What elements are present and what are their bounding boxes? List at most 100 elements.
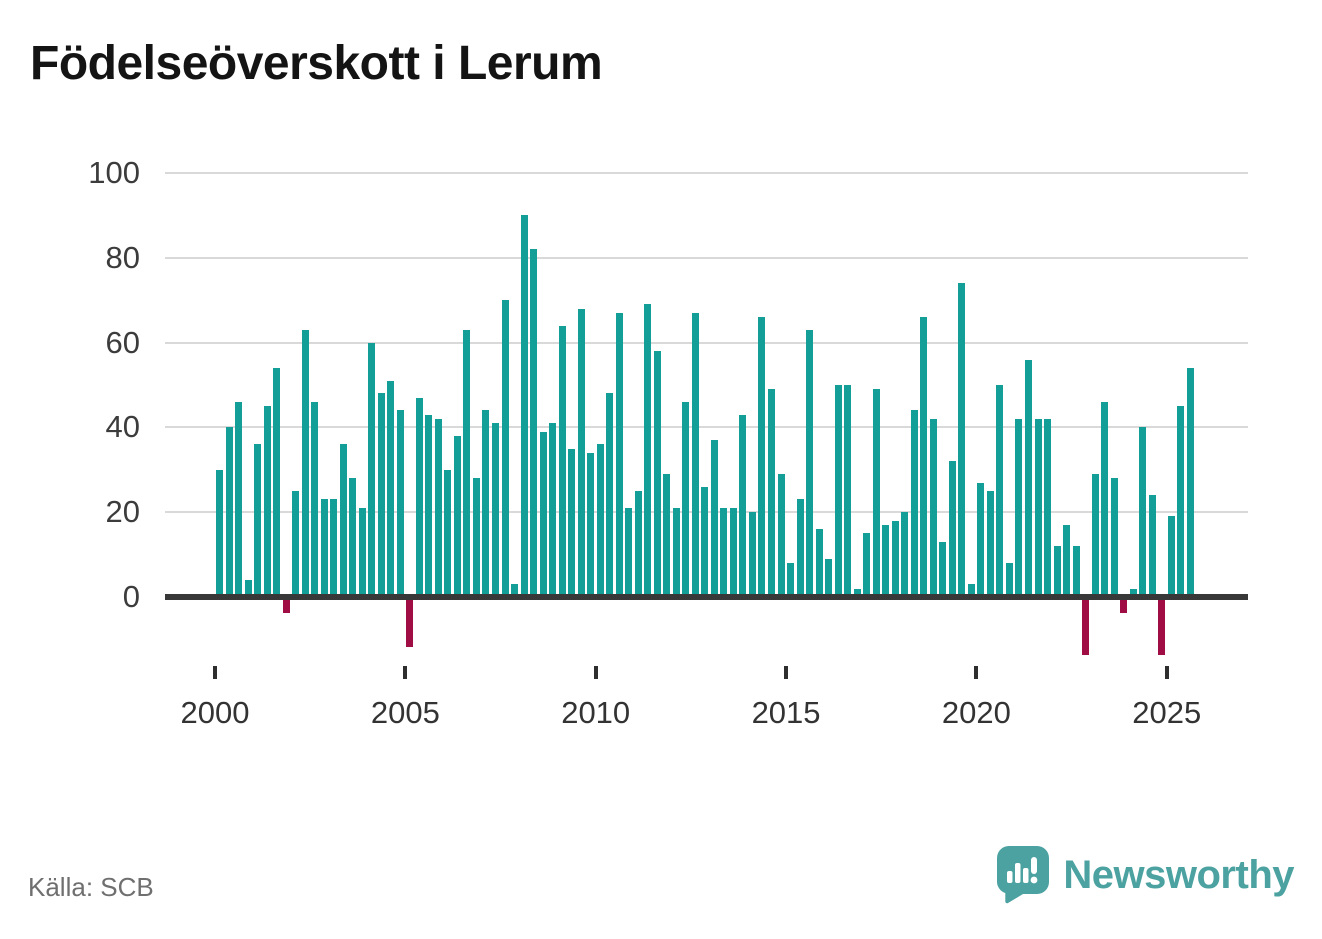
bar-2015-q3 [806,329,814,597]
bar-2004-q2 [377,393,385,597]
bar-2022-q4 [1082,600,1090,656]
bar-2025-q2 [1177,406,1185,597]
bar-2015-q2 [796,499,804,597]
bar-2019-q4 [967,584,975,597]
bar-2004-q1 [368,342,376,597]
bar-2000-q2 [225,427,233,597]
bar-2008-q2 [530,249,538,597]
bar-2007-q3 [501,300,509,597]
bar-2013-q4 [739,414,747,597]
chart-title: Födelseöverskott i Lerum [30,37,603,90]
bar-2020-q4 [1005,563,1013,597]
bar-2011-q3 [653,351,661,597]
bar-2004-q3 [387,380,395,597]
x-tick-2000 [213,666,217,679]
bar-2001-q2 [263,406,271,597]
bar-2018-q4 [929,418,937,597]
bar-2012-q4 [701,486,709,597]
bar-2019-q1 [939,541,947,597]
bar-2003-q4 [358,507,366,597]
bar-2016-q1 [825,558,833,597]
bar-2020-q3 [996,385,1004,597]
x-axis-label-2000: 2000 [180,695,250,730]
bar-2000-q3 [235,401,243,597]
bar-2023-q4 [1120,600,1128,613]
bar-2004-q4 [396,410,404,597]
bar-2014-q4 [777,474,785,597]
newsworthy-wordmark: Newsworthy [1063,852,1294,897]
bar-2023-q3 [1110,478,1118,597]
gridline-60 [165,341,1248,344]
bar-2023-q2 [1101,401,1109,597]
x-tick-2025 [1164,666,1169,679]
bar-2016-q3 [844,385,852,597]
gridline-100 [165,172,1248,174]
bar-2018-q1 [901,512,909,597]
bar-2012-q2 [682,401,690,597]
bar-2024-q3 [1148,495,1156,597]
y-axis-label-80: 80 [105,239,140,275]
bar-2019-q2 [948,461,956,597]
bar-2017-q4 [891,520,899,597]
bar-2002-q2 [301,329,309,597]
bar-2002-q1 [292,491,300,597]
bar-2003-q3 [349,478,357,597]
bar-2014-q2 [758,317,766,597]
bar-2011-q4 [663,474,671,597]
newsworthy-icon [997,846,1050,904]
y-axis-label-0: 0 [122,579,140,614]
bar-2008-q3 [539,431,547,597]
x-axis-label-2025: 2025 [1132,695,1202,730]
x-tick-2010 [593,666,598,679]
gridline-80 [165,256,1248,259]
newsworthy-logo: Newsworthy [997,846,1294,904]
x-tick-2005 [403,666,408,679]
bar-2002-q4 [320,499,328,597]
y-axis-label-60: 60 [105,324,140,360]
bar-2012-q1 [672,507,680,597]
bar-2017-q3 [882,524,890,597]
bar-2010-q4 [625,507,633,597]
bar-2002-q3 [311,401,319,597]
bar-2010-q1 [596,444,604,597]
x-tick-2015 [784,666,789,679]
gridline-40 [165,426,1248,429]
bar-2019-q3 [958,283,966,597]
bar-2008-q4 [549,423,557,597]
bar-2012-q3 [691,312,699,597]
bar-2021-q1 [1015,418,1023,597]
x-axis-label-2010: 2010 [561,695,631,730]
bar-2005-q3 [425,414,433,597]
bar-2013-q1 [710,440,718,597]
bar-2005-q2 [415,397,423,597]
bar-2006-q3 [463,329,471,597]
bar-2005-q4 [434,418,442,597]
bar-2011-q2 [644,304,652,597]
bar-2013-q3 [729,507,737,597]
bar-2007-q4 [511,584,519,597]
bar-2024-q1 [1129,588,1137,597]
bar-2000-q4 [244,580,252,597]
bar-2018-q2 [910,410,918,597]
x-axis-label-2005: 2005 [370,695,440,730]
bar-2015-q4 [815,529,823,597]
bar-2016-q4 [853,588,861,597]
bar-2006-q2 [453,435,461,597]
bar-2021-q2 [1024,359,1032,597]
bar-2018-q3 [920,317,928,597]
bar-2010-q2 [606,393,614,597]
bar-2016-q2 [834,385,842,597]
bar-2014-q3 [768,389,775,597]
bar-2009-q3 [577,308,585,597]
bar-2014-q1 [748,512,756,597]
bar-2024-q4 [1158,600,1166,656]
bar-2001-q3 [273,368,281,597]
bar-2010-q3 [615,312,623,597]
bar-2005-q1 [406,600,414,647]
bar-2020-q2 [986,491,994,597]
bar-2022-q3 [1072,546,1080,597]
bar-2000-q1 [216,469,223,597]
y-axis-label-100: 100 [88,155,140,190]
